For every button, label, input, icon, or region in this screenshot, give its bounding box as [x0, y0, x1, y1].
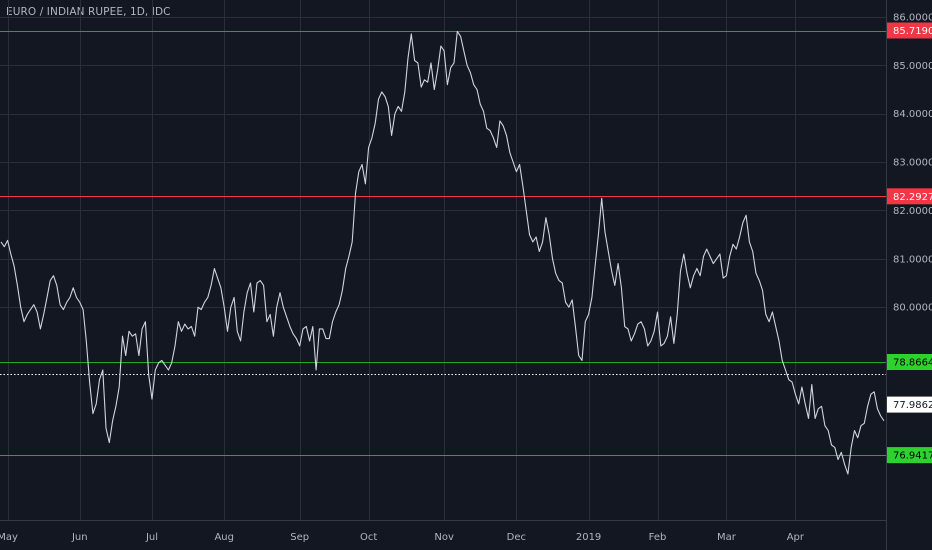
y-tick-label: 81.0000	[893, 254, 932, 265]
x-tick-label: Jun	[71, 532, 88, 543]
x-tick-label: Nov	[434, 532, 454, 543]
level-price-badge-bg	[887, 188, 932, 205]
chart-title: EURO / INDIAN RUPEE, 1D, IDC	[6, 6, 171, 18]
x-tick-label: Sep	[290, 532, 309, 543]
y-tick-label: 86.0000	[893, 12, 932, 23]
x-tick-label: Oct	[360, 532, 377, 543]
level-price-badge: 76.9417	[893, 451, 932, 462]
level-price-badge: 85.7190	[893, 26, 932, 37]
x-tick-label: Jul	[145, 532, 158, 543]
y-tick-label: 83.0000	[893, 158, 932, 169]
price-series-line	[0, 30, 885, 475]
x-tick-label: May	[0, 532, 18, 543]
x-tick-label: 2019	[576, 532, 601, 543]
y-tick-label: 85.0000	[893, 61, 932, 72]
x-tick-label: Mar	[717, 532, 737, 543]
y-tick-label: 82.0000	[893, 206, 932, 217]
level-price-badge-bg	[887, 447, 932, 464]
x-tick-label: Aug	[214, 532, 234, 543]
level-price-badge: 82.2927	[893, 192, 932, 203]
y-tick-label: 80.0000	[893, 303, 932, 314]
x-tick-label: Feb	[649, 532, 667, 543]
last-price-badge-bg	[887, 396, 932, 413]
x-tick-label: Apr	[787, 532, 805, 543]
level-price-badge-bg	[887, 354, 932, 370]
x-tick-label: Dec	[507, 532, 526, 543]
level-price-badge: 78.8664	[893, 358, 932, 369]
last-price-badge: 77.9862	[893, 400, 932, 411]
level-price-badge-bg	[887, 22, 932, 39]
y-tick-label: 84.0000	[893, 109, 932, 120]
